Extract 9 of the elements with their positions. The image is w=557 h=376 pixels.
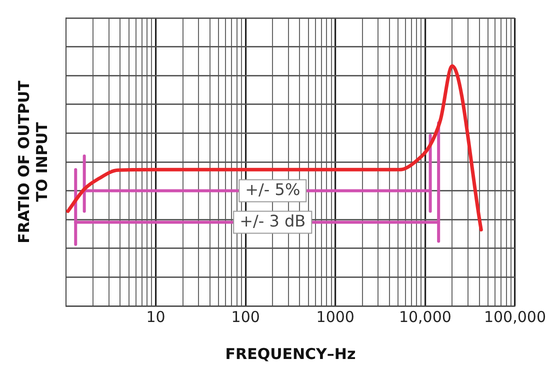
x-tick-label: 100,000 [484,308,546,326]
x-tick-label: 10 [146,308,166,326]
x-tick-label: 1000 [316,308,354,326]
x-tick-label: 100 [231,308,260,326]
x-tick-label: 10,000 [398,308,452,326]
annotation: +/- 5% [245,180,300,199]
y-axis-title: FRATIO OF OUTPUT TO INPUT [14,80,51,244]
annotation: +/- 3 dB [240,211,306,230]
x-axis-title: FREQUENCY–Hz [225,344,356,363]
